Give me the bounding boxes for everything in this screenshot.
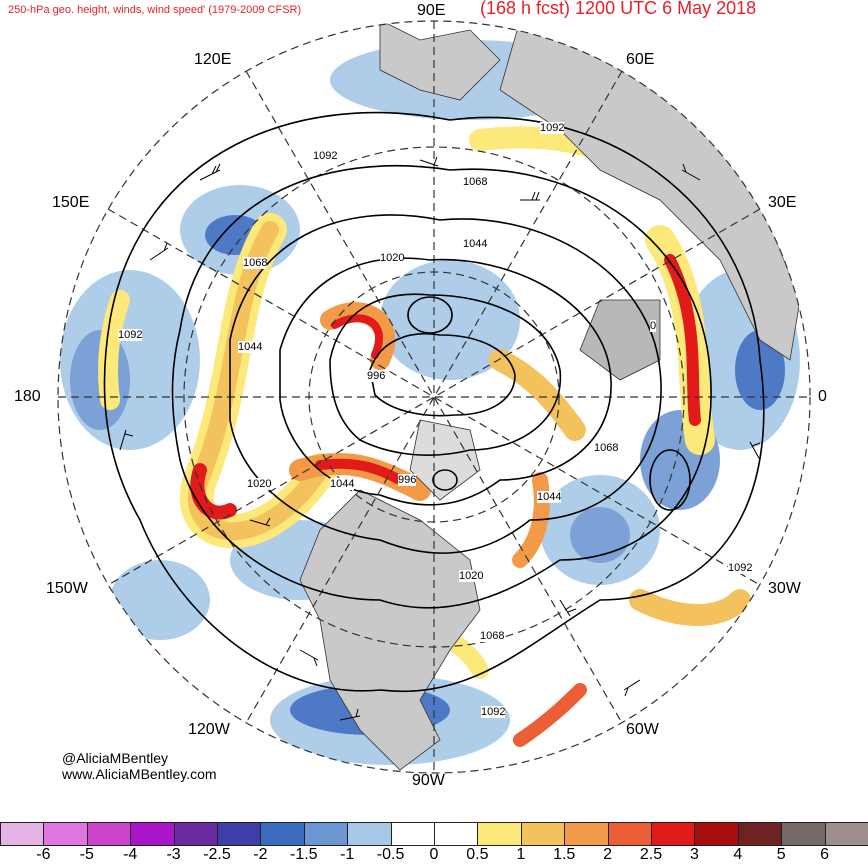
lon-label-120e: 120E [194,51,232,68]
colorbar-swatch [737,822,783,846]
colorbar-tick-label: -6 [36,846,51,863]
lon-label-150e: 150E [52,194,90,211]
colorbar-tick-label: 0 [429,846,439,863]
contour-label: 1020 [247,478,272,490]
colorbar-tick-label: -5 [79,846,94,863]
colorbar-swatch [564,822,609,846]
colorbar-tick-label: 6 [820,846,830,863]
contour-label: 996 [367,370,386,382]
map-subtitle: 250-hPa geo. height, winds, wind speed' … [8,4,302,16]
lon-label-180: 180 [14,388,41,405]
colorbar-tick-label: -4 [123,846,138,863]
lon-label-60e: 60E [626,51,655,68]
wind-barbs [119,156,761,721]
contour-label: 1044 [330,478,355,490]
lon-label-30w: 30W [768,580,801,597]
contour-label: 1068 [243,257,268,269]
contour-label: 1020 [380,252,405,264]
contour-label: 1044 [238,341,263,353]
credit-handle: @AliciaMBentley [62,750,169,766]
colorbar-tick-label: 4 [733,846,743,863]
contour-label: 0 [650,320,657,332]
colorbar-tick-label: 1.5 [553,846,576,863]
colorbar-swatch [477,822,522,846]
colorbar-tick-label: 2.5 [639,846,663,863]
colorbar-tick-label: 5 [776,846,786,863]
contour-label: 1092 [313,150,338,162]
contour-label: 1092 [540,122,565,134]
polar-stereographic-map [57,20,811,774]
colorbar-swatch [607,822,652,846]
lon-label-90w: 90W [412,772,445,789]
colorbar-swatch [217,822,262,846]
colorbar-swatch [173,822,218,846]
contour-label: 1020 [459,570,484,582]
colorbar-tick-label: 1 [516,846,526,863]
contour-label: 1092 [481,706,506,718]
colorbar-swatch [0,822,45,846]
contour-label: 996 [398,474,417,486]
lon-label-60w: 60W [626,721,659,738]
colorbar-tick-label: -2.5 [203,846,231,863]
colorbar-tick-label: 3 [689,846,699,863]
contour-label: 1044 [463,238,488,250]
colorbar-swatch [694,822,739,846]
colorbar-swatch [824,822,868,846]
colorbar-swatch [390,822,435,846]
colorbar-swatch [43,822,88,846]
colorbar-tick-label: -0.5 [376,846,405,863]
contour-label: 1092 [118,329,143,341]
lon-label-90e: 90E [417,2,446,19]
colorbar-tick-label: 2 [603,846,613,863]
colorbar-swatch [434,822,479,846]
colorbar [0,822,868,846]
lat-lon-grid [57,20,811,774]
contour-label: 1068 [463,176,488,188]
colorbar-tick-label: -3 [166,846,181,863]
contour-label: 1068 [480,630,505,642]
lon-label-120w: 120W [188,721,230,738]
colorbar-swatch [781,822,826,846]
colorbar-swatch [520,822,566,846]
colorbar-swatch [130,822,175,846]
colorbar-tick-label: -1.5 [290,846,318,863]
land-masses [299,21,801,771]
contour-label: 1044 [537,491,562,503]
colorbar-tick-label: -2 [253,846,268,863]
colorbar-swatch [651,822,696,846]
contour-label: 1092 [728,562,753,574]
colorbar-swatch [260,822,305,846]
colorbar-swatch [303,822,349,846]
colorbar-tick-label: 0.5 [466,846,489,863]
lon-label-150w: 150W [46,580,88,597]
colorbar-swatch [86,822,132,846]
contour-label: 1068 [594,442,619,454]
credit-website: www.AliciaMBentley.com [62,766,217,782]
forecast-time-title: (168 h fcst) 1200 UTC 6 May 2018 [480,0,757,18]
lon-label-30e: 30E [768,194,797,211]
lon-label-0: 0 [818,388,827,405]
colorbar-tick-label: -1 [340,846,355,863]
colorbar-swatch [347,822,392,846]
